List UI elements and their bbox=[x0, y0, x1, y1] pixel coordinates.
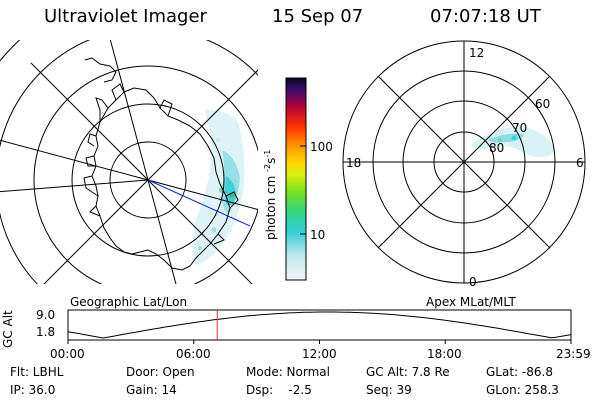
geographic-map bbox=[0, 40, 258, 284]
altitude-plot bbox=[67, 309, 572, 344]
altitude-xtick-1800: 18:00 bbox=[427, 347, 462, 361]
auroral-emission-left bbox=[192, 109, 245, 266]
apex-mlat-mlt-plot bbox=[342, 40, 586, 284]
antarctica-coastline bbox=[83, 57, 239, 271]
mlt-label-12: 12 bbox=[469, 46, 485, 60]
mlat-label-60: 60 bbox=[535, 97, 551, 111]
info-ip: IP: 36.0 bbox=[10, 383, 56, 397]
altitude-xtick-2359: 23:59 bbox=[556, 347, 591, 361]
info-mode: Mode: Normal bbox=[246, 365, 330, 379]
mlt-label-0: 0 bbox=[469, 275, 477, 289]
mlt-label-18: 18 bbox=[346, 156, 362, 170]
altitude-ylabel: GC Alt bbox=[1, 310, 15, 348]
date-label: 15 Sep 07 bbox=[272, 6, 364, 27]
colorbar bbox=[285, 77, 307, 281]
colorbar-tick-label-100: 100 bbox=[310, 140, 333, 154]
info-glat: GLat: -86.8 bbox=[486, 365, 553, 379]
apex-panel-label: Apex MLat/MLT bbox=[426, 295, 516, 309]
altitude-xtick-0000: 00:00 bbox=[50, 347, 85, 361]
altitude-xtick-1200: 12:00 bbox=[302, 347, 337, 361]
instrument-title: Ultraviolet Imager bbox=[44, 6, 207, 27]
colorbar-tick-label-10: 10 bbox=[310, 228, 326, 242]
colorbar-unit-label: photon cm -2s-1 bbox=[263, 149, 278, 240]
info-seq: Seq: 39 bbox=[366, 383, 412, 397]
altitude-ytick-low: 1.8 bbox=[36, 325, 56, 339]
mlat-label-80: 80 bbox=[489, 141, 505, 155]
altitude-plot-frame bbox=[67, 309, 572, 341]
altitude-curve bbox=[67, 311, 572, 339]
info-gain: Gain: 14 bbox=[126, 383, 177, 397]
geographic-panel-label: Geographic Lat/Lon bbox=[70, 295, 188, 309]
altitude-ytick-high: 9.0 bbox=[36, 308, 56, 322]
time-label: 07:07:18 UT bbox=[430, 6, 541, 27]
mlat-label-70: 70 bbox=[512, 121, 528, 135]
info-door: Door: Open bbox=[126, 365, 195, 379]
altitude-xtick-0600: 06:00 bbox=[176, 347, 211, 361]
auroral-emission-right bbox=[470, 126, 556, 158]
lat-lon-grid bbox=[0, 40, 258, 284]
mlt-label-6: 6 bbox=[576, 156, 584, 170]
info-glon: GLon: 258.3 bbox=[486, 383, 559, 397]
info-filter: Flt: LBHL bbox=[10, 365, 64, 379]
info-dsp: Dsp: -2.5 bbox=[246, 383, 312, 397]
terminator-line bbox=[147, 179, 251, 227]
info-gc-alt: GC Alt: 7.8 Re bbox=[366, 365, 450, 379]
